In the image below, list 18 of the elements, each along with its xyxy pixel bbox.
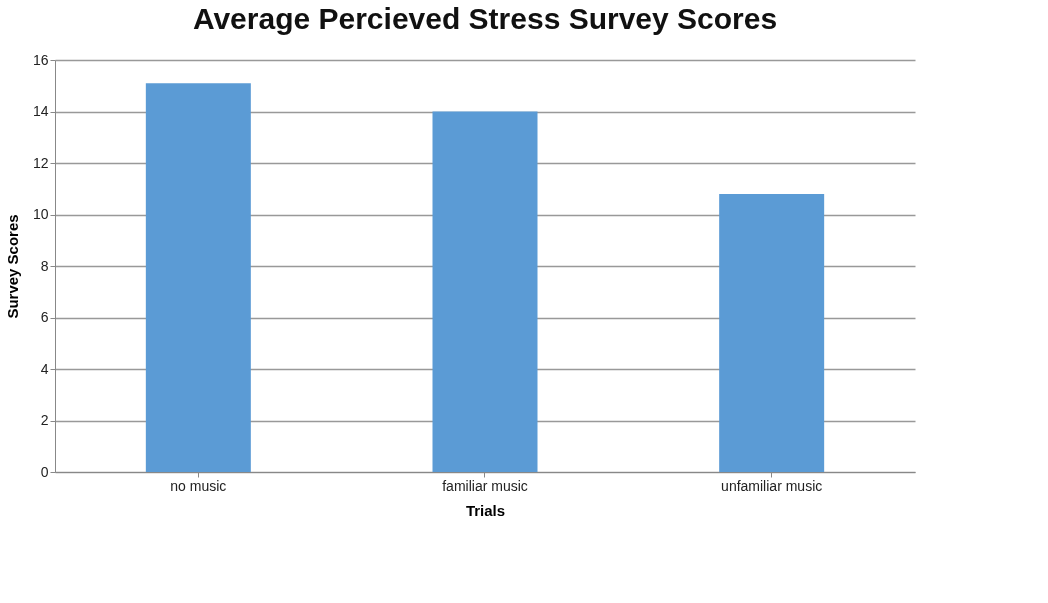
- x-tick-label: familiar music: [442, 477, 528, 494]
- bar: [719, 193, 825, 472]
- y-tick-label: 16: [32, 51, 49, 68]
- y-tick-label: 6: [40, 309, 49, 325]
- y-tick-label: 12: [32, 154, 49, 171]
- bar: [145, 83, 251, 472]
- chart-title: Average Percieved Stress Survey Scores: [192, 2, 778, 35]
- bar: [432, 111, 538, 472]
- y-tick-label: 10: [32, 206, 49, 222]
- x-axis-title: Trials: [465, 501, 506, 519]
- x-tick-label: no music: [170, 477, 227, 494]
- y-tick-label: 2: [40, 412, 49, 428]
- y-tick-label: 14: [32, 103, 49, 119]
- y-tick-label: 0: [40, 463, 49, 480]
- y-axis-title: Survey Scores: [3, 214, 21, 319]
- y-tick-label: 8: [40, 257, 49, 274]
- x-tick-label: unfamiliar music: [721, 477, 823, 494]
- y-tick-label: 4: [40, 360, 49, 377]
